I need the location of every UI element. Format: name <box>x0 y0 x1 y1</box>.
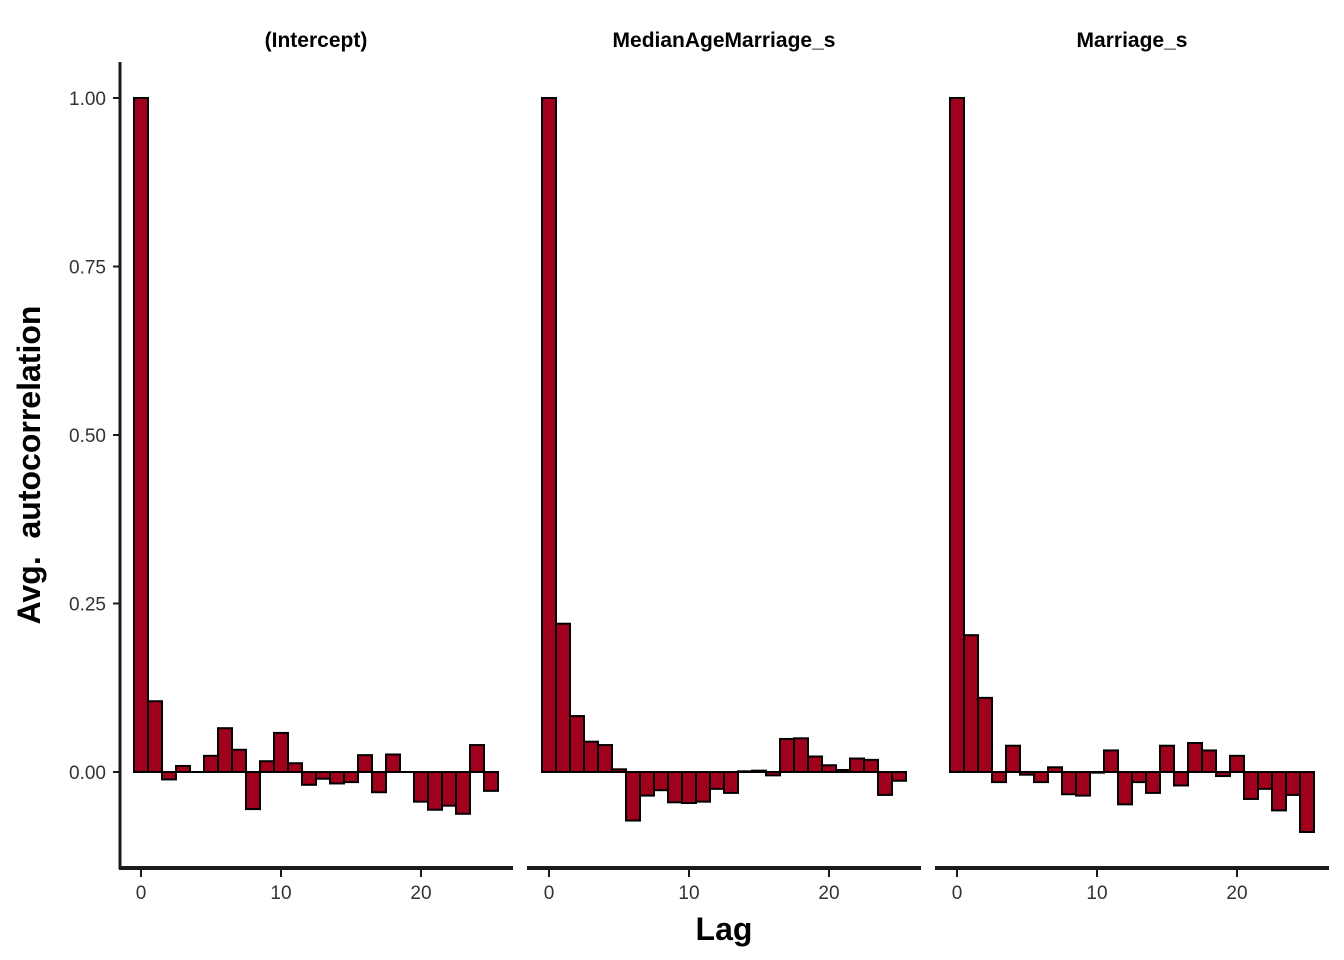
acf-bar <box>991 771 1007 784</box>
acf-bar <box>301 771 317 786</box>
x-tick-label: 10 <box>1086 883 1107 904</box>
acf-bar <box>161 771 177 781</box>
acf-bar <box>483 771 499 792</box>
x-tick-label: 10 <box>678 883 699 904</box>
x-axis-title: Lag <box>696 911 753 947</box>
acf-bar <box>1243 771 1259 800</box>
acf-bar <box>287 762 303 773</box>
acf-bar <box>1103 749 1119 774</box>
acf-bar <box>625 771 641 822</box>
acf-bar <box>371 771 387 794</box>
acf-bar <box>835 768 851 774</box>
acf-bar <box>1117 771 1133 806</box>
acf-bar <box>709 771 725 790</box>
acf-bar <box>1215 771 1231 778</box>
acf-bar <box>413 771 429 803</box>
acf-bar <box>1145 771 1161 794</box>
acf-bar <box>1229 754 1245 773</box>
x-tick-label: 0 <box>544 883 555 904</box>
y-tick-label: 0.25 <box>69 595 106 616</box>
x-tick-label: 20 <box>1226 883 1247 904</box>
acf-bar <box>583 740 599 773</box>
x-tick-label: 0 <box>136 883 147 904</box>
x-tick-label: 0 <box>952 883 963 904</box>
acf-bar <box>877 771 893 796</box>
acf-bar <box>569 715 585 773</box>
acf-bar <box>357 754 373 774</box>
acf-bar <box>863 758 879 773</box>
acf-bar <box>385 753 401 774</box>
acf-bar <box>1201 749 1217 774</box>
acf-bar <box>245 771 261 811</box>
acf-bar <box>133 97 149 773</box>
acf-bar <box>231 748 247 773</box>
acf-bar <box>1033 771 1049 784</box>
panel-title: MedianAgeMarriage_s <box>613 29 836 52</box>
acf-bar <box>597 744 613 773</box>
acf-bar <box>343 771 359 784</box>
acf-bar <box>147 700 163 773</box>
acf-bar <box>1019 771 1035 776</box>
acf-bar <box>259 760 275 774</box>
acf-bar <box>723 771 739 794</box>
acf-bar <box>1005 744 1021 773</box>
acf-bar <box>1271 771 1287 812</box>
acf-bar <box>1159 744 1175 773</box>
acf-bar <box>273 731 289 774</box>
acf-bar <box>779 737 795 773</box>
panel-title: Marriage_s <box>1077 29 1188 52</box>
acf-bar <box>849 757 865 774</box>
acf-bar <box>695 771 711 803</box>
acf-bar <box>963 634 979 773</box>
acf-bar <box>681 771 697 805</box>
acf-bar <box>1089 771 1105 774</box>
acf-bar <box>1187 742 1203 774</box>
acf-bar <box>217 727 233 774</box>
acf-bar <box>1285 771 1301 796</box>
acf-bar <box>737 770 753 773</box>
y-tick-label: 0.50 <box>69 426 106 447</box>
y-tick-label: 0.00 <box>69 763 106 784</box>
acf-bar <box>555 622 571 773</box>
acf-bar <box>441 771 457 807</box>
acf-bar <box>315 771 331 780</box>
acf-bar <box>455 771 471 815</box>
acf-bar <box>1075 771 1091 797</box>
y-tick-label: 0.75 <box>69 258 106 279</box>
acf-bar <box>611 768 627 774</box>
y-tick-label: 1.00 <box>69 89 106 110</box>
acf-bar <box>807 755 823 773</box>
acf-bar <box>765 771 781 777</box>
panel-title: (Intercept) <box>265 29 368 52</box>
acf-bar <box>821 764 837 774</box>
acf-bar <box>1131 771 1147 784</box>
acf-bar <box>949 97 965 773</box>
acf-bar <box>653 771 669 792</box>
acf-bar <box>667 771 683 804</box>
acf-bar <box>1047 766 1063 773</box>
acf-bar <box>541 97 557 773</box>
acf-bar <box>175 764 191 774</box>
x-tick-label: 10 <box>270 883 291 904</box>
x-tick-label: 20 <box>818 883 839 904</box>
acf-bar <box>793 737 809 773</box>
acf-bar <box>751 769 767 773</box>
acf-bar <box>329 771 345 785</box>
acf-bar <box>427 771 443 811</box>
acf-bar <box>1173 771 1189 787</box>
acf-bar <box>891 771 907 782</box>
acf-bar <box>1061 771 1077 796</box>
acf-bar <box>639 771 655 797</box>
x-tick-label: 20 <box>410 883 431 904</box>
acf-bar <box>1257 771 1273 790</box>
acf-bar <box>1299 771 1315 833</box>
acf-bar <box>203 754 219 773</box>
acf-bar <box>469 744 485 773</box>
acf-bar <box>977 696 993 773</box>
y-axis-title: Avg. autocorrelation <box>11 306 47 625</box>
